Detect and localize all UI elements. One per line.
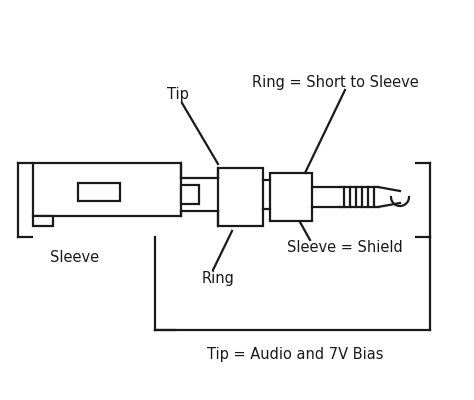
Bar (33, 216, 53, 226)
Text: Sleeve: Sleeve (50, 250, 99, 266)
Bar (33, 163, 181, 216)
Text: Sleeve = Shield: Sleeve = Shield (287, 240, 403, 256)
Polygon shape (391, 197, 409, 206)
Text: Tip: Tip (167, 88, 189, 102)
Text: Tip = Audio and 7V Bias: Tip = Audio and 7V Bias (207, 348, 383, 362)
Bar (181, 185, 199, 204)
Bar (270, 173, 312, 221)
Text: Ring = Short to Sleeve: Ring = Short to Sleeve (252, 74, 419, 90)
Bar (218, 168, 263, 226)
Bar (78, 183, 120, 201)
Text: Ring: Ring (201, 270, 235, 286)
